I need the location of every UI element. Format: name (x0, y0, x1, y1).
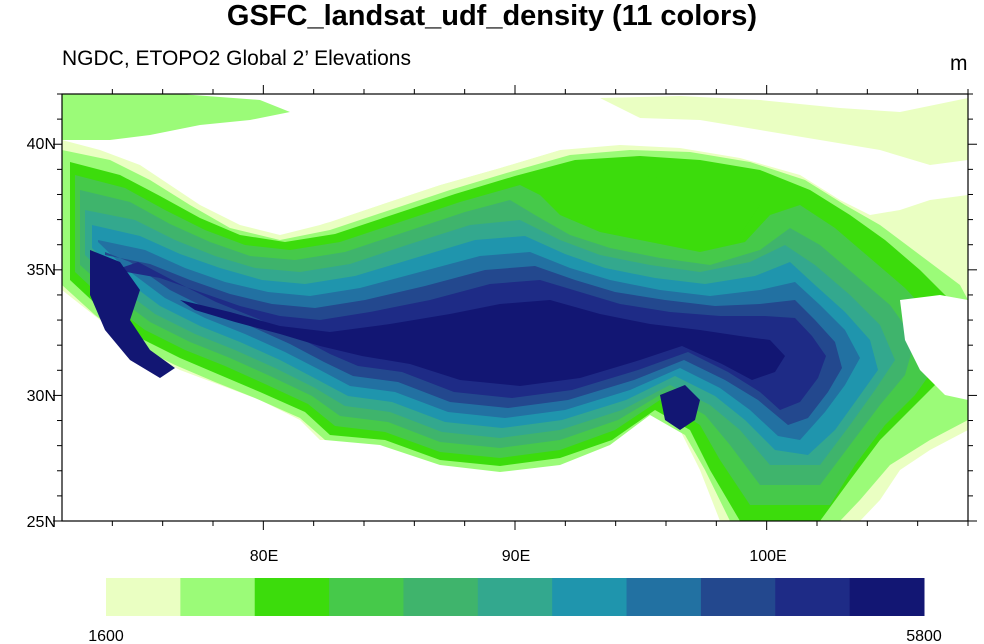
colorbar (106, 578, 925, 616)
colorbar-box-3 (254, 578, 330, 616)
colorbar-box-11 (849, 578, 925, 616)
colorbar-box-8 (626, 578, 702, 616)
subtitle: NGDC, ETOPO2 Global 2’ Elevations (62, 47, 411, 70)
tarim-basin (140, 98, 640, 232)
colorbar-box-5 (403, 578, 479, 616)
colorbar-min-label: 1600 (88, 628, 124, 644)
lon-label-100e: 100E (749, 548, 786, 565)
india-lowlands (62, 420, 660, 521)
basin-fringe (62, 94, 290, 140)
elevation-band-peak (180, 300, 785, 386)
colorbar-box-2 (180, 578, 256, 616)
chart-title: GSFC_landsat_udf_density (11 colors) (226, 0, 758, 32)
lat-label-40n: 40N (27, 136, 56, 153)
colorbar-box-9 (700, 578, 776, 616)
elevation-band-peak-east (660, 385, 700, 430)
lon-label-80e: 80E (250, 548, 278, 565)
units-label: m (950, 52, 968, 75)
colorbar-box-7 (552, 578, 628, 616)
axis-ticks (53, 85, 977, 530)
sichuan-basin (900, 295, 968, 400)
colorbar-box-6 (477, 578, 553, 616)
colorbar-box-4 (329, 578, 404, 616)
lat-label-30n: 30N (27, 388, 56, 405)
elevation-band-peak-west (90, 250, 175, 378)
colorbar-max-label: 5800 (906, 628, 942, 644)
colorbar-box-1 (106, 578, 181, 616)
colorbar-box-10 (775, 578, 851, 616)
elevation-map (62, 94, 968, 521)
lat-label-25n: 25N (27, 514, 56, 531)
qaidam-basin (540, 170, 760, 245)
lat-label-35n: 35N (27, 262, 56, 279)
desert-edge (600, 96, 968, 165)
lon-label-90e: 90E (502, 548, 530, 565)
